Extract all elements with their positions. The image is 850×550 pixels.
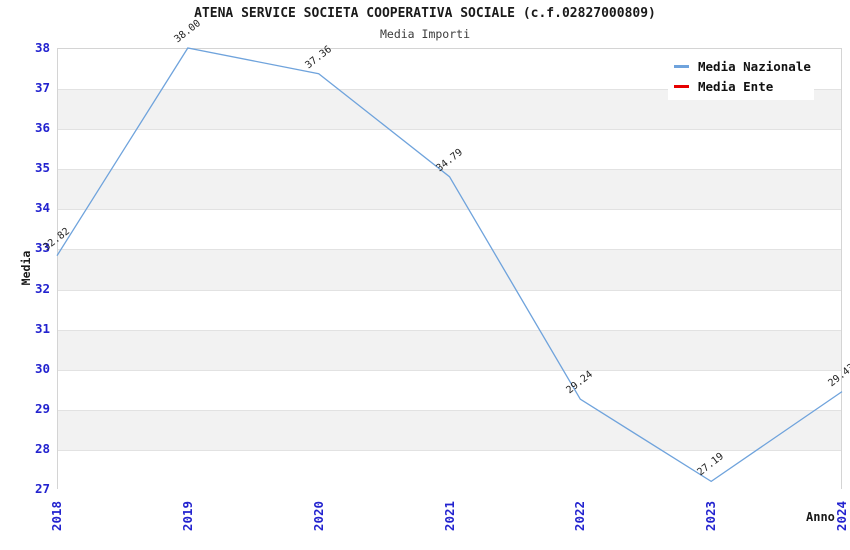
y-tick-label: 27 (34, 481, 50, 496)
legend-line-icon (674, 84, 689, 88)
legend-item-label: Media Ente (698, 78, 774, 94)
plot-band (58, 329, 841, 370)
plot-band (58, 369, 841, 410)
y-tick-label: 35 (34, 160, 50, 176)
plot-band (58, 209, 841, 250)
legend-line-icon (674, 64, 689, 68)
plot-band (58, 289, 841, 330)
chart-title: ATENA SERVICE SOCIETA COOPERATIVA SOCIAL… (194, 6, 656, 21)
legend-item: Media Ente (674, 79, 814, 94)
y-axis-title: Media (19, 250, 33, 286)
x-tick-label: 2022 (572, 500, 588, 532)
x-tick-label: 2018 (49, 500, 64, 532)
x-tick-label: 2019 (179, 500, 195, 532)
y-tick-label: 32 (34, 280, 50, 296)
y-tick-label: 36 (34, 120, 50, 136)
y-tick-label: 30 (34, 360, 50, 376)
legend-item: Media Nazionale (674, 59, 814, 74)
legend-item-label: Media Nazionale (698, 58, 811, 74)
y-tick-label: 29 (34, 400, 50, 416)
y-tick-label: 28 (34, 440, 50, 456)
y-tick-label: 34 (34, 200, 50, 216)
x-tick-label: 2023 (703, 500, 719, 532)
x-tick-label: 2021 (441, 500, 457, 532)
plot-band (58, 409, 841, 450)
plot-band (58, 249, 841, 290)
plot-area (57, 48, 842, 490)
y-tick-label: 37 (34, 80, 50, 96)
y-tick-label: 33 (34, 240, 50, 256)
legend: Media Nazionale Media Ente (668, 52, 814, 100)
x-tick-label: 2020 (310, 500, 326, 532)
chart-subtitle: Media Importi (379, 27, 470, 41)
x-axis-title: Anno (806, 510, 835, 524)
plot-band (58, 169, 841, 210)
y-tick-label: 38 (34, 40, 50, 55)
x-tick-label: 2024 (834, 500, 849, 532)
y-tick-label: 31 (34, 320, 50, 336)
